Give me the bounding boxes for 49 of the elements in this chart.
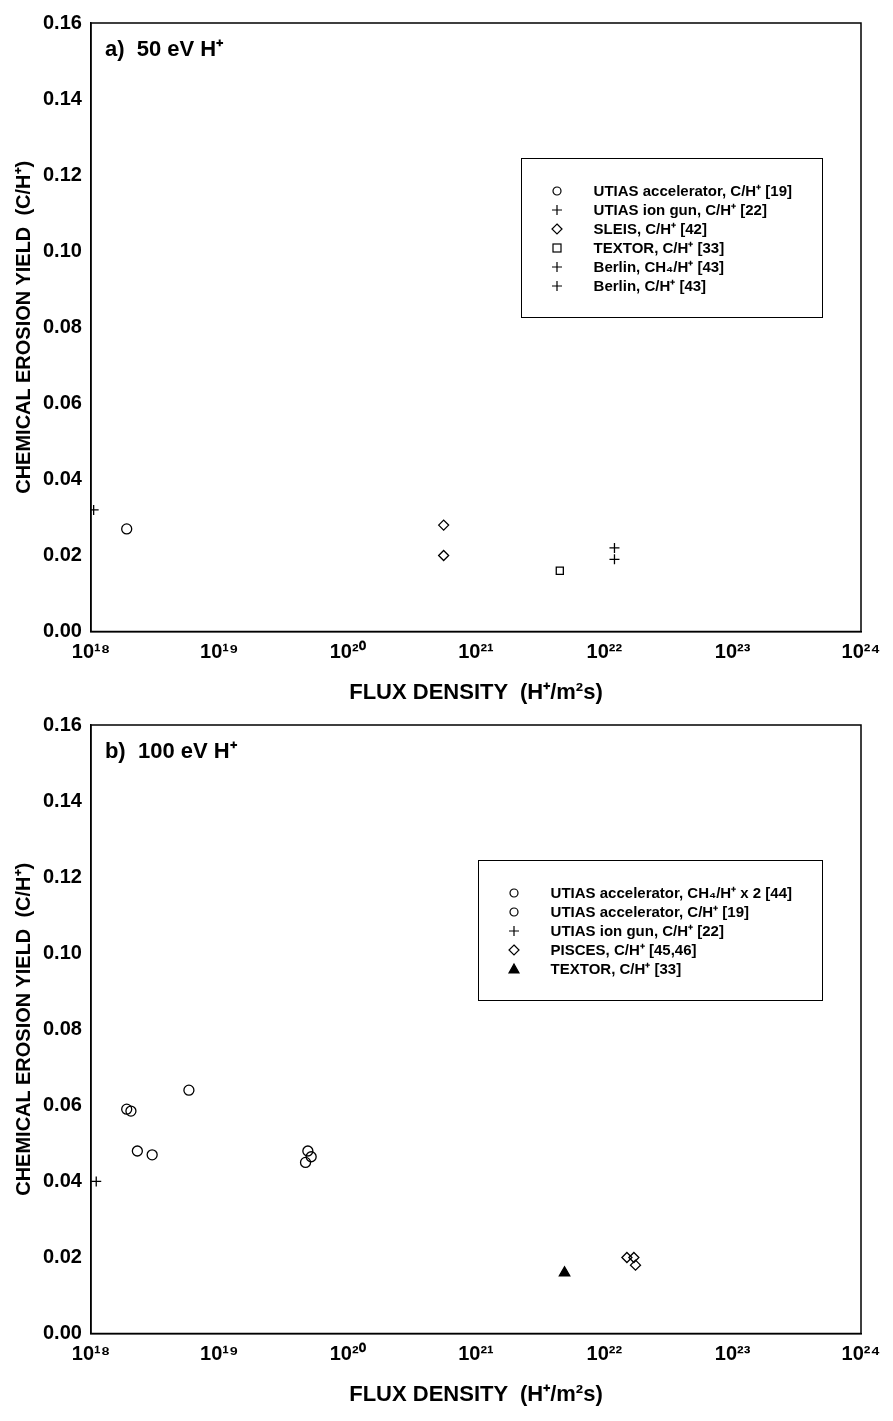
legend-label: UTIAS ion gun, C/H⁺ [22] xyxy=(593,200,767,219)
y-tick-label: 0.04 xyxy=(42,1168,83,1191)
x-axis-title: FLUX DENSITY (H⁺/m²s) xyxy=(349,678,603,704)
legend-label: UTIAS accelerator, C/H⁺ [19] xyxy=(593,181,792,200)
y-tick-label: 0.16 xyxy=(42,10,82,33)
y-tick-label: 0.06 xyxy=(42,1092,82,1115)
text: a) 50 eV H⁺ xyxy=(104,36,225,62)
y-tick-label: 0.10 xyxy=(42,940,82,963)
x-tick-label: 10²¹ xyxy=(458,1342,495,1365)
y-tick-label: 0.14 xyxy=(42,86,83,109)
y-tick-label: 0.02 xyxy=(42,1245,82,1268)
x-tick-label: 10²⁴ xyxy=(841,640,881,663)
text: b) 100 eV H⁺ xyxy=(104,738,238,764)
y-tick-label: 0.12 xyxy=(42,864,82,887)
legend-label: TEXTOR, C/H⁺ [33] xyxy=(550,959,682,978)
y-tick-label: 0.04 xyxy=(42,466,83,489)
y-tick-label: 0.08 xyxy=(42,1016,82,1039)
y-tick-label: 0.10 xyxy=(42,238,82,261)
y-tick-label: 0.08 xyxy=(42,314,82,337)
x-tick-label: 10²³ xyxy=(714,640,751,663)
legend-label: UTIAS accelerator, CH₄/H⁺ x 2 [44] xyxy=(550,883,792,902)
x-tick-label: 10¹⁹ xyxy=(200,1342,239,1365)
legend-label: SLEIS, C/H⁺ [42] xyxy=(593,219,707,238)
y-tick-label: 0.00 xyxy=(42,619,82,642)
legend-label: TEXTOR, C/H⁺ [33] xyxy=(593,238,725,257)
x-tick-label: 10²² xyxy=(586,640,623,663)
x-tick-label: 10²² xyxy=(586,1342,623,1365)
x-tick-label: 10²³ xyxy=(714,1342,751,1365)
y-tick-label: 0.02 xyxy=(42,543,82,566)
legend-label: UTIAS accelerator, C/H⁺ [19] xyxy=(550,902,749,921)
y-tick-label: 0.14 xyxy=(42,788,83,811)
x-tick-label: 10²⁴ xyxy=(841,1342,881,1365)
y-axis-title: CHEMICAL EROSION YIELD (C/H⁺) xyxy=(11,160,34,494)
x-tick-label: 10²¹ xyxy=(458,640,495,663)
x-tick-label: 10¹⁸ xyxy=(71,1342,111,1365)
legend-label: Berlin, CH₄/H⁺ [43] xyxy=(593,257,725,276)
x-axis-title: FLUX DENSITY (H⁺/m²s) xyxy=(349,1380,603,1406)
x-tick-label: 10²⁰ xyxy=(329,1342,366,1365)
x-tick-label: 10¹⁸ xyxy=(71,640,111,663)
y-tick-label: 0.16 xyxy=(42,712,82,735)
x-tick-label: 10²⁰ xyxy=(329,640,366,663)
legend-label: UTIAS ion gun, C/H⁺ [22] xyxy=(550,921,724,940)
legend-label: Berlin, C/H⁺ [43] xyxy=(593,276,707,295)
y-tick-label: 0.00 xyxy=(42,1321,82,1344)
x-tick-label: 10¹⁹ xyxy=(200,640,239,663)
y-tick-label: 0.12 xyxy=(42,162,82,185)
y-tick-label: 0.06 xyxy=(42,390,82,413)
y-axis-title: CHEMICAL EROSION YIELD (C/H⁺) xyxy=(11,862,34,1196)
legend-label: PISCES, C/H⁺ [45,46] xyxy=(550,940,697,959)
